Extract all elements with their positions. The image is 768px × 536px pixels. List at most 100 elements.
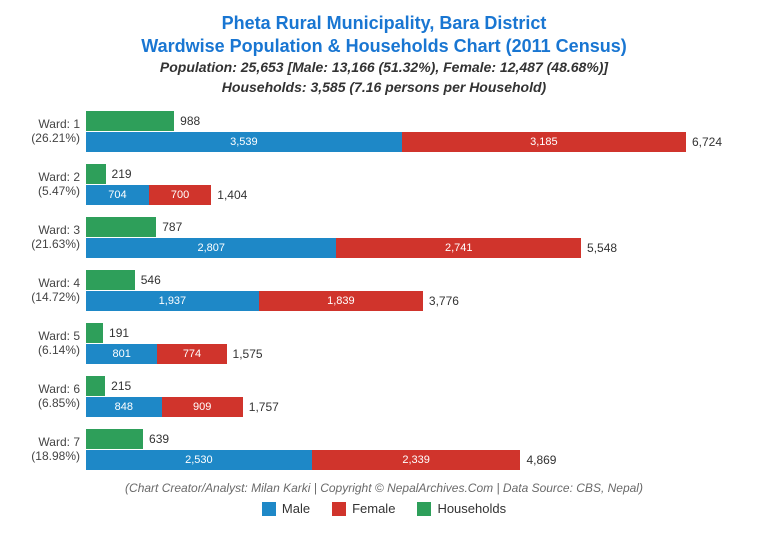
ward-label: Ward: 7(18.98%) — [18, 436, 86, 464]
ward-pct: (21.63%) — [18, 238, 80, 252]
households-bar — [86, 376, 105, 396]
legend-female-label: Female — [352, 501, 395, 516]
male-bar: 848 — [86, 397, 162, 417]
population-total: 1,575 — [233, 347, 263, 361]
population-total: 1,404 — [217, 188, 247, 202]
wardwise-chart: Ward: 1(26.21%)9883,5393,1856,724Ward: 2… — [18, 110, 750, 471]
ward-label: Ward: 3(21.63%) — [18, 224, 86, 252]
households-value: 546 — [141, 273, 161, 287]
population-bar-line: 2,8072,741 5,548 — [86, 238, 750, 258]
male-bar: 801 — [86, 344, 157, 364]
households-bar — [86, 111, 174, 131]
population-bar-line: 3,5393,185 6,724 — [86, 132, 750, 152]
ward-row: Ward: 3(21.63%) 787 2,8072,741 5,548 — [18, 216, 750, 259]
ward-label: Ward: 6(6.85%) — [18, 383, 86, 411]
ward-name: Ward: 1 — [38, 117, 80, 131]
population-bar-line: 2,5302,339 4,869 — [86, 450, 750, 470]
chart-titles: Pheta Rural Municipality, Bara District … — [18, 12, 750, 96]
ward-name: Ward: 5 — [38, 329, 80, 343]
households-bar-line: 639 — [86, 429, 750, 449]
population-total: 5,548 — [587, 241, 617, 255]
ward-label: Ward: 5(6.14%) — [18, 330, 86, 358]
ward-name: Ward: 2 — [38, 170, 80, 184]
female-bar: 909 — [162, 397, 243, 417]
chart-subtitle-line1: Population: 25,653 [Male: 13,166 (51.32%… — [18, 59, 750, 77]
households-bar — [86, 270, 135, 290]
ward-bars: 191 801774 1,575 — [86, 322, 750, 365]
male-bar: 2,807 — [86, 238, 336, 258]
households-bar-line: 215 — [86, 376, 750, 396]
ward-row: Ward: 7(18.98%) 639 2,5302,339 4,869 — [18, 428, 750, 471]
households-value: 215 — [111, 379, 131, 393]
male-bar: 2,530 — [86, 450, 312, 470]
households-bar-line: 787 — [86, 217, 750, 237]
households-value: 219 — [112, 167, 132, 181]
households-value: 191 — [109, 326, 129, 340]
female-bar: 1,839 — [259, 291, 423, 311]
ward-pct: (14.72%) — [18, 291, 80, 305]
male-bar: 704 — [86, 185, 149, 205]
ward-row: Ward: 1(26.21%)9883,5393,1856,724 — [18, 110, 750, 153]
legend-households-label: Households — [437, 501, 506, 516]
ward-pct: (6.85%) — [18, 397, 80, 411]
ward-row: Ward: 5(6.14%) 191 801774 1,575 — [18, 322, 750, 365]
population-total: 1,757 — [249, 400, 279, 414]
female-bar: 3,185 — [402, 132, 686, 152]
population-bar-line: 801774 1,575 — [86, 344, 750, 364]
chart-credit: (Chart Creator/Analyst: Milan Karki | Co… — [18, 481, 750, 495]
population-bar-line: 704700 1,404 — [86, 185, 750, 205]
population-total: 6,724 — [692, 135, 722, 149]
ward-bars: 639 2,5302,339 4,869 — [86, 428, 750, 471]
ward-label: Ward: 2(5.47%) — [18, 171, 86, 199]
female-bar: 774 — [157, 344, 226, 364]
chart-title-line1: Pheta Rural Municipality, Bara District — [18, 12, 750, 35]
legend-households-swatch — [417, 502, 431, 516]
ward-pct: (6.14%) — [18, 344, 80, 358]
legend-male-label: Male — [282, 501, 310, 516]
ward-bars: 546 1,9371,839 3,776 — [86, 269, 750, 312]
households-bar-line: 219 — [86, 164, 750, 184]
households-bar — [86, 429, 143, 449]
chart-subtitle-line2: Households: 3,585 (7.16 persons per Hous… — [18, 79, 750, 97]
ward-pct: (5.47%) — [18, 185, 80, 199]
households-bar-line: 191 — [86, 323, 750, 343]
population-bar-line: 848909 1,757 — [86, 397, 750, 417]
households-bar — [86, 323, 103, 343]
legend-male-swatch — [262, 502, 276, 516]
households-bar — [86, 217, 156, 237]
households-bar-line: 546 — [86, 270, 750, 290]
ward-row: Ward: 4(14.72%) 546 1,9371,839 3,776 — [18, 269, 750, 312]
ward-pct: (18.98%) — [18, 450, 80, 464]
ward-name: Ward: 4 — [38, 276, 80, 290]
female-bar: 700 — [149, 185, 211, 205]
female-bar: 2,741 — [336, 238, 581, 258]
ward-bars: 215 848909 1,757 — [86, 375, 750, 418]
population-bar-line: 1,9371,839 3,776 — [86, 291, 750, 311]
ward-row: Ward: 2(5.47%) 219 704700 1,404 — [18, 163, 750, 206]
ward-name: Ward: 7 — [38, 435, 80, 449]
ward-row: Ward: 6(6.85%) 215 848909 1,757 — [18, 375, 750, 418]
legend-female-swatch — [332, 502, 346, 516]
legend-male: Male — [262, 501, 310, 516]
chart-legend: Male Female Households — [18, 501, 750, 516]
ward-pct: (26.21%) — [18, 132, 80, 146]
households-bar-line: 988 — [86, 111, 750, 131]
ward-name: Ward: 6 — [38, 382, 80, 396]
ward-bars: 9883,5393,185 6,724 — [86, 110, 750, 153]
ward-name: Ward: 3 — [38, 223, 80, 237]
male-bar: 3,539 — [86, 132, 402, 152]
ward-label: Ward: 4(14.72%) — [18, 277, 86, 305]
legend-female: Female — [332, 501, 395, 516]
ward-label: Ward: 1(26.21%) — [18, 118, 86, 146]
ward-bars: 219 704700 1,404 — [86, 163, 750, 206]
ward-bars: 787 2,8072,741 5,548 — [86, 216, 750, 259]
female-bar: 2,339 — [312, 450, 521, 470]
households-bar — [86, 164, 106, 184]
legend-households: Households — [417, 501, 506, 516]
households-value: 639 — [149, 432, 169, 446]
chart-title-line2: Wardwise Population & Households Chart (… — [18, 35, 750, 58]
population-total: 3,776 — [429, 294, 459, 308]
population-total: 4,869 — [526, 453, 556, 467]
households-value: 787 — [162, 220, 182, 234]
male-bar: 1,937 — [86, 291, 259, 311]
